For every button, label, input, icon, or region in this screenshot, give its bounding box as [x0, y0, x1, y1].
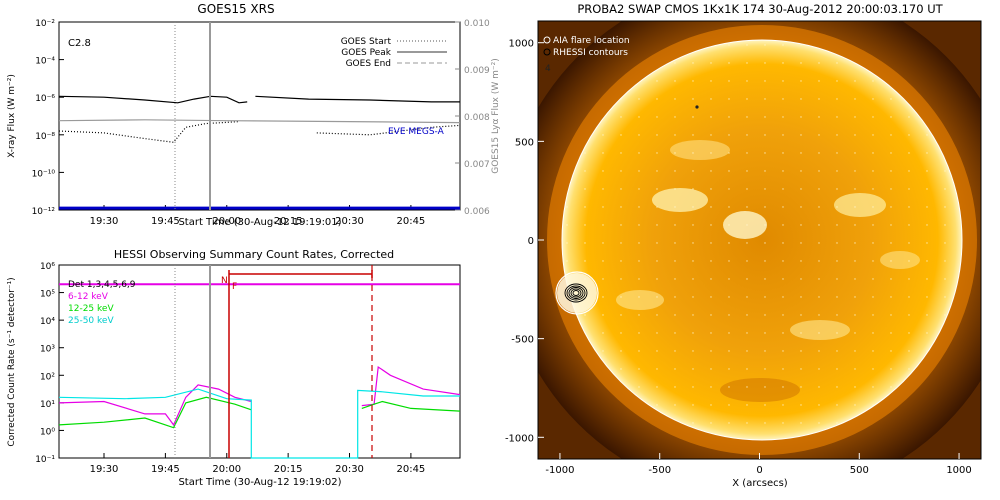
goes-y-axis: 10⁻¹² 10⁻¹⁰ 10⁻⁸ 10⁻⁶ 10⁻⁴ 10⁻² [32, 19, 64, 217]
swap-panel: PROBA2 SWAP CMOS 1Kx1K 174 30-Aug-2012 2… [505, 2, 982, 489]
hessi-x-axis: 19:30 19:45 20:00 20:15 20:30 20:45 [90, 453, 425, 475]
legend-aia-icon [543, 36, 551, 44]
goes-x-tick-label: 20:45 [396, 216, 425, 227]
goes-series-line [59, 121, 460, 143]
aia-flare-location-circle [555, 271, 599, 315]
goes-x-tick-label: 19:30 [90, 216, 119, 227]
goes-y-axis-right: 0.006 0.007 0.008 0.009 0.010 [455, 19, 490, 217]
dark-feature-spot [695, 105, 699, 109]
goes-title: GOES15 XRS [197, 2, 274, 16]
goes-series-line [59, 119, 460, 124]
swap-x-tick-label: -1000 [545, 465, 574, 476]
legend-detectors: Det 1,3,4,5,6,9 [68, 280, 136, 290]
swap-legend: AIA flare location RHESSI contours [543, 36, 630, 58]
swap-xlabel: X (arcsecs) [732, 478, 788, 489]
swap-x-tick-label: -500 [648, 465, 671, 476]
hessi-x-tick-label: 20:45 [396, 464, 425, 475]
swap-x-axis: -1000 -500 0 500 1000 [545, 453, 972, 476]
goes-x-tick-label: 20:00 [212, 216, 241, 227]
goes-legend: GOES Start GOES Peak GOES End [341, 37, 447, 69]
hessi-legend: Det 1,3,4,5,6,9 6-12 keV 12-25 keV 25-50… [68, 280, 136, 326]
legend-6-12-kev: 6-12 keV [68, 292, 109, 302]
eve-megs-a-label: EVE MEGS-A [388, 127, 445, 137]
hessi-flags: N F [221, 270, 373, 458]
flag-n-label: N [221, 276, 228, 286]
hessi-series-line [58, 365, 461, 427]
hessi-ylabel: Corrected Count Rate (s⁻¹ detector⁻¹) [7, 277, 17, 446]
goes-y-tick-label: 10⁻⁶ [35, 94, 55, 104]
hessi-y-axis: 10⁻¹ 10⁰ 10¹ 10² 10³ 10⁴ 10⁵ 10⁶ [35, 262, 64, 465]
goes-y-tick-label: 10⁻⁸ [35, 132, 55, 142]
goes-y-tick-label-right: 0.008 [464, 113, 490, 123]
hessi-series-group [58, 283, 461, 459]
swap-y-axis: -1000 -500 0 500 1000 [505, 39, 544, 444]
swap-y-tick-label: -500 [511, 335, 534, 346]
legend-25-50-kev: 25-50 keV [68, 316, 114, 326]
swap-y-tick-label: -1000 [505, 433, 534, 444]
swap-x-tick-label: 500 [850, 465, 869, 476]
goes-y-tick-label: 10⁻¹⁰ [32, 169, 56, 179]
legend-rhessi-label: RHESSI contours [553, 48, 628, 58]
swap-title: PROBA2 SWAP CMOS 1Kx1K 174 30-Aug-2012 2… [577, 2, 943, 16]
solar-surface-features [562, 40, 962, 440]
solar-limb-outline [561, 39, 963, 441]
hessi-x-tick-label: 20:15 [274, 464, 303, 475]
goes-plot-frame [58, 21, 461, 211]
swap-image: 4 [538, 21, 981, 459]
hessi-y-tick-label: 10⁻¹ [35, 455, 55, 465]
goes-class-label: C2.8 [68, 38, 91, 49]
flag-f-label: F [232, 282, 237, 292]
swap-y-tick-label: 1000 [509, 39, 534, 50]
hessi-y-tick-label: 10⁴ [40, 317, 55, 327]
hessi-panel: HESSI Observing Summary Count Rates, Cor… [7, 248, 461, 488]
hessi-title: HESSI Observing Summary Count Rates, Cor… [114, 248, 394, 261]
hessi-x-tick-label: 20:30 [335, 464, 364, 475]
goes-y-tick-label: 10⁻² [35, 19, 55, 29]
hessi-y-tick-label: 10¹ [40, 400, 55, 410]
corner-mark: 4 [545, 64, 551, 74]
goes-y-tick-label-right: 0.010 [464, 19, 490, 29]
hessi-x-tick-label: 20:00 [212, 464, 241, 475]
goes-x-tick-label: 19:45 [151, 216, 180, 227]
goes-y-tick-label: 10⁻⁴ [35, 57, 55, 67]
legend-goes-start: GOES Start [341, 37, 392, 47]
hessi-series-line [58, 396, 461, 429]
hessi-xlabel: Start Time (30-Aug-12 19:19:02) [178, 477, 341, 488]
goes-xlabel: Start Time (30-Aug-12 19:19:01) [178, 217, 341, 228]
hessi-y-tick-label: 10³ [40, 345, 55, 355]
goes-panel: GOES15 XRS 19:30 19:45 20:00 20:15 20:30 20:4… [7, 2, 501, 228]
goes-x-tick-label: 20:15 [274, 216, 303, 227]
hessi-series-line [58, 388, 460, 459]
hessi-x-tick-label: 19:45 [151, 464, 180, 475]
hessi-y-tick-label: 10⁶ [40, 262, 55, 272]
goes-y-tick-label-right: 0.007 [464, 160, 490, 170]
rhessi-contours [564, 283, 588, 303]
legend-goes-end: GOES End [346, 59, 391, 69]
goes-y-tick-label: 10⁻¹² [32, 207, 56, 217]
goes-series-group [59, 95, 460, 210]
hessi-plot-frame [58, 264, 461, 459]
hessi-y-tick-label: 10⁰ [40, 427, 55, 437]
swap-x-tick-label: 0 [756, 465, 762, 476]
goes-y-tick-label-right: 0.009 [464, 66, 490, 76]
legend-goes-peak: GOES Peak [341, 48, 391, 58]
swap-y-tick-label: 500 [515, 137, 534, 148]
legend-12-25-kev: 12-25 keV [68, 304, 114, 314]
goes-x-tick-label: 20:30 [335, 216, 364, 227]
swap-y-tick-label: 0 [528, 236, 534, 247]
hessi-x-tick-label: 19:30 [90, 464, 119, 475]
legend-rhessi-icon [543, 48, 551, 56]
swap-x-tick-label: 1000 [946, 465, 971, 476]
flare-brightening [557, 273, 597, 313]
goes-ylabel: X-ray Flux (W m⁻²) [7, 74, 17, 158]
goes-y-tick-label-right: 0.006 [464, 207, 490, 217]
legend-aia-label: AIA flare location [553, 36, 630, 46]
goes-series-line [59, 95, 460, 104]
hessi-y-tick-label: 10² [40, 372, 55, 382]
hessi-y-tick-label: 10⁵ [40, 290, 55, 300]
goes-ylabel-right: GOES15 Lyα Flux (W m⁻²) [491, 58, 501, 174]
